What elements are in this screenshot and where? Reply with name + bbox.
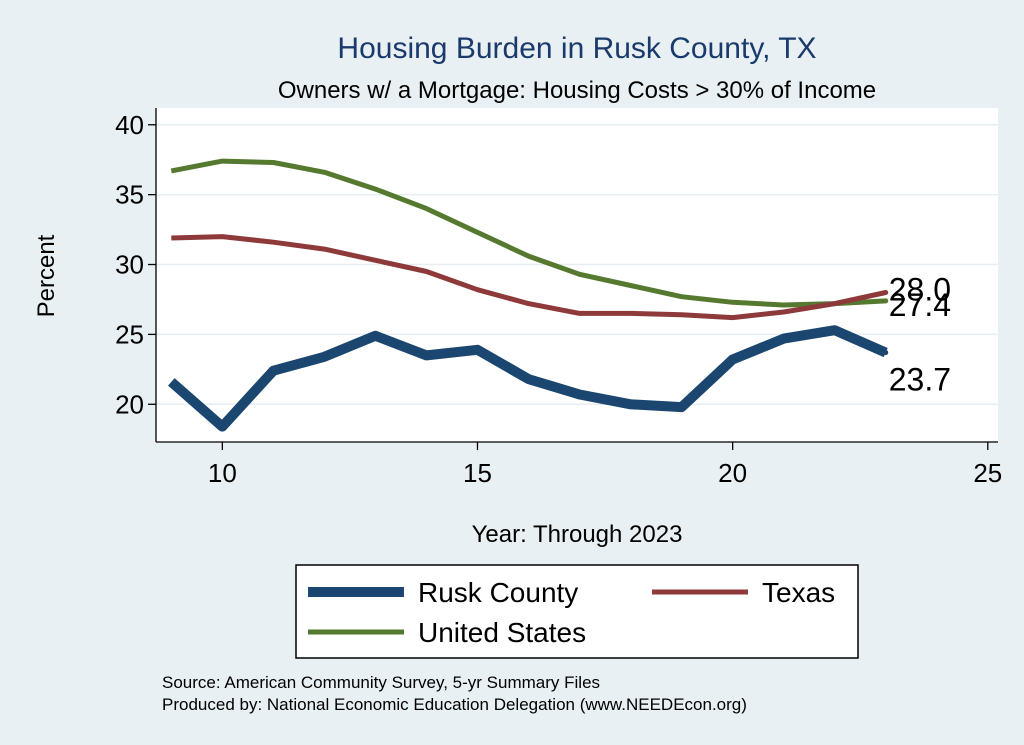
series-line-texas (171, 234, 887, 321)
end-label-texas: 28.0 (889, 271, 951, 307)
chart-title: Housing Burden in Rusk County, TX (337, 32, 816, 65)
x-tick-label: 25 (973, 458, 1002, 488)
chart-subtitle: Owners w/ a Mortgage: Housing Costs > 30… (278, 77, 876, 104)
y-tick-label: 20 (115, 389, 144, 419)
y-tick-label: 30 (115, 250, 144, 280)
y-tick-label: 25 (115, 319, 144, 349)
series-line-united-states (170, 158, 886, 308)
x-tick-label: 15 (463, 458, 492, 488)
grid-lines (156, 124, 998, 406)
y-axis-label: Percent (33, 234, 60, 317)
end-label-united-states: 27.4 (889, 287, 951, 323)
producer-note: Produced by: National Economic Education… (162, 695, 747, 714)
x-tick-label: 20 (718, 458, 747, 488)
series-lines (168, 158, 889, 432)
legend-label-united-states: United States (418, 617, 586, 648)
legend-label-rusk-county: Rusk County (418, 577, 578, 608)
legend-label-texas: Texas (762, 577, 835, 608)
end-point-texas (883, 289, 889, 295)
series-line-rusk-county (168, 325, 888, 432)
legend-box (295, 564, 859, 659)
source-note: Source: American Community Survey, 5-yr … (162, 673, 600, 692)
x-tick-label: 10 (208, 458, 237, 488)
end-label-rusk-county: 23.7 (889, 362, 951, 398)
y-tick-label: 35 (115, 180, 144, 210)
x-axis-label: Year: Through 2023 (472, 521, 683, 548)
end-point-rusk-county (883, 350, 889, 356)
axes: 20 25 30 35 40 10 15 20 25 (115, 108, 1002, 488)
legend: Rusk County Texas United States (295, 564, 859, 659)
end-point-united-states (883, 298, 889, 304)
end-labels: 27.428.0 23.7 (889, 271, 951, 397)
y-tick-label: 40 (115, 110, 144, 140)
